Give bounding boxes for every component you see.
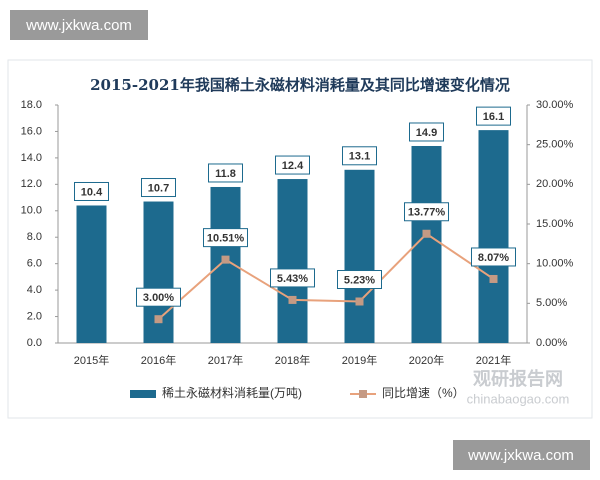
bar-value-label-box xyxy=(342,146,377,166)
x-tick-label: 2020年 xyxy=(409,353,444,367)
line-value-label-box xyxy=(203,228,248,248)
line-value-label-box xyxy=(270,268,315,288)
line-value-label: 13.77% xyxy=(408,207,446,219)
y-tick-label: 0.0 xyxy=(27,337,42,349)
y2-tick-label: 10.00% xyxy=(536,258,574,270)
line-marker xyxy=(288,295,297,304)
line-value-label-box xyxy=(136,287,181,307)
bar xyxy=(277,179,308,343)
y2-tick-label: 25.00% xyxy=(536,139,574,151)
legend-swatch xyxy=(130,390,156,398)
y-tick-label: 18.0 xyxy=(21,99,42,111)
line-value-label: 10.51% xyxy=(207,233,245,245)
y-tick-label: 12.0 xyxy=(21,178,42,190)
y-tick-label: 8.0 xyxy=(27,231,42,243)
bar-value-label: 14.9 xyxy=(416,127,437,139)
y-tick-label: 14.0 xyxy=(21,152,42,164)
line-marker xyxy=(355,297,364,306)
bar-value-label-box xyxy=(409,122,444,142)
watermark-banner xyxy=(453,440,590,470)
bar-value-label: 16.1 xyxy=(483,111,504,123)
bar-value-label: 13.1 xyxy=(349,151,370,163)
watermark-text: www.jxkwa.com xyxy=(467,447,574,464)
bar-value-label: 10.7 xyxy=(148,182,169,194)
y2-tick-label: 0.00% xyxy=(536,337,567,349)
legend-swatch xyxy=(359,390,367,398)
y-tick-label: 6.0 xyxy=(27,258,42,270)
line-marker xyxy=(221,255,230,264)
x-tick-label: 2018年 xyxy=(275,353,310,367)
watermark-logo: 观研报告网 xyxy=(473,368,563,389)
y2-tick-label: 15.00% xyxy=(536,218,574,230)
watermark-site: chinabaogao.com xyxy=(467,391,570,406)
bar xyxy=(76,205,107,343)
line-value-label-box xyxy=(337,270,382,290)
line-value-label-box xyxy=(404,202,449,222)
y-tick-label: 16.0 xyxy=(21,125,42,137)
watermark-text: www.jxkwa.com xyxy=(25,17,132,34)
line-value-label: 8.07% xyxy=(478,252,509,264)
bar xyxy=(344,169,375,343)
line-value-label-box xyxy=(471,247,516,267)
bar-value-label: 11.8 xyxy=(215,168,236,180)
bar-value-label: 10.4 xyxy=(81,186,103,198)
line xyxy=(157,232,495,320)
y-tick-label: 4.0 xyxy=(27,284,42,296)
legend-label: 稀土永磁材料消耗量(万吨) xyxy=(162,385,302,400)
bar-value-label-box xyxy=(476,106,511,126)
line-marker xyxy=(422,229,431,238)
line-value-label: 5.43% xyxy=(277,273,308,285)
y2-tick-label: 5.00% xyxy=(536,297,567,309)
x-tick-label: 2015年 xyxy=(74,353,109,367)
bar-value-label-box xyxy=(275,155,310,175)
x-tick-label: 2017年 xyxy=(208,353,243,367)
line-value-label: 5.23% xyxy=(344,274,375,286)
x-tick-label: 2021年 xyxy=(476,353,511,367)
line-marker xyxy=(154,315,163,324)
y-tick-label: 10.0 xyxy=(21,205,42,217)
y2-tick-label: 20.00% xyxy=(536,178,574,190)
bar-value-label: 12.4 xyxy=(282,160,304,172)
x-tick-label: 2019年 xyxy=(342,353,377,367)
line-value-label: 3.00% xyxy=(143,292,174,304)
watermark-banner xyxy=(10,10,148,40)
y-tick-label: 2.0 xyxy=(27,310,42,322)
bar-value-label-box xyxy=(208,163,243,183)
bar-value-label-box xyxy=(74,181,109,201)
line-marker xyxy=(489,274,498,283)
chart-title: 2015-2021年我国稀土永磁材料消耗量及其同比增速变化情况 xyxy=(90,76,510,94)
bar xyxy=(478,130,509,343)
bar-value-label-box xyxy=(141,178,176,198)
y2-tick-label: 30.00% xyxy=(536,99,574,111)
legend-label: 同比增速（%） xyxy=(382,386,465,400)
x-tick-label: 2016年 xyxy=(141,353,176,367)
